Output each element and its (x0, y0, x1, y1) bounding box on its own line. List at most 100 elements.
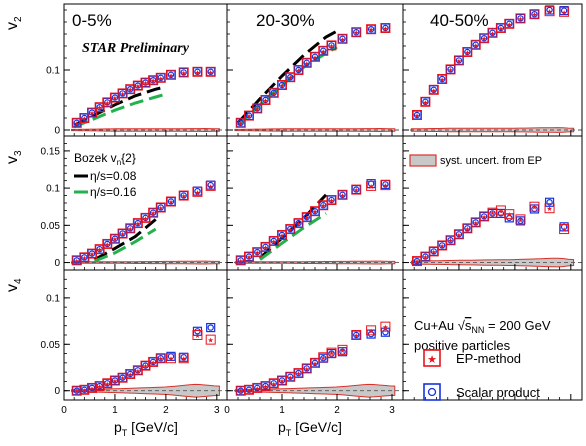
sp-point (142, 79, 149, 86)
ep-point: ★ (238, 257, 244, 265)
ep-syst-box (380, 180, 391, 191)
ep-syst-box (326, 40, 337, 51)
ep-point: ★ (382, 182, 388, 190)
ep-syst-box (260, 95, 271, 105)
ep-syst-box (337, 33, 348, 44)
ep-syst-box (495, 205, 506, 216)
sp-point (287, 73, 294, 81)
sp-point (245, 386, 253, 393)
ep-syst-box (205, 66, 216, 77)
ep-point: ★ (295, 67, 301, 75)
sp-point (472, 41, 479, 49)
sp-point (328, 196, 335, 204)
ep-syst-box (79, 252, 90, 263)
ep-point: ★ (339, 192, 345, 200)
legend-syst-swatch (409, 154, 437, 167)
ep-point: ★ (112, 95, 118, 103)
ep-syst-box (87, 107, 98, 118)
ep-point: ★ (414, 112, 420, 120)
ep-point: ★ (104, 99, 110, 107)
sp-point (262, 243, 269, 251)
sp-point (295, 369, 302, 377)
ep-syst-box (235, 385, 246, 396)
ep-syst-box (479, 33, 490, 44)
sp-point (237, 387, 244, 394)
syst-band-r1-c2 (410, 257, 575, 268)
y-tick-label: 0.1 (46, 66, 60, 77)
ep-point: ★ (104, 241, 110, 249)
ep-point: ★ (498, 25, 504, 33)
sp-point (96, 103, 103, 111)
ep-point: ★ (208, 337, 214, 345)
preliminary-label: STAR Preliminary (82, 41, 190, 56)
ep-syst-box (165, 353, 176, 364)
ep-point: ★ (339, 347, 345, 355)
sp-point (367, 330, 375, 338)
sp-point (207, 68, 214, 76)
ep-syst-box (366, 24, 377, 35)
x-tick-label: 3 (214, 405, 220, 416)
sp-point (382, 24, 389, 32)
ep-syst-box (462, 47, 473, 57)
sp-point (96, 382, 103, 390)
ep-point: ★ (531, 204, 537, 212)
sp-point (320, 47, 327, 55)
ep-point: ★ (464, 49, 470, 57)
sp-point (480, 213, 488, 220)
ep-syst-box (559, 6, 570, 17)
ep-point: ★ (181, 69, 187, 77)
sp-point (111, 94, 119, 101)
ep-point: ★ (262, 97, 268, 105)
ep-syst-box (132, 218, 143, 229)
ep-syst-box (192, 330, 203, 340)
ep-point: ★ (119, 375, 125, 383)
sp-point (157, 355, 164, 362)
ep-point: ★ (97, 104, 103, 112)
ep-point: ★ (97, 246, 103, 254)
sp-point (472, 219, 479, 226)
sp-point (270, 89, 277, 97)
ep-syst-box (529, 201, 540, 212)
sp-point (353, 331, 360, 339)
panel-frame-r2-c1 (226, 269, 404, 401)
ep-point: ★ (439, 242, 445, 250)
ep-syst-box (504, 209, 515, 220)
ep-syst-box (79, 113, 90, 123)
ep-syst-box (366, 180, 377, 191)
ep-point: ★ (208, 183, 214, 191)
x-label-col0: pT [GeV/c] (114, 419, 178, 438)
ep-syst-box (479, 211, 490, 222)
sp-point (311, 53, 319, 61)
sp-point (167, 71, 175, 79)
ep-syst-box (285, 371, 296, 382)
ep-syst-box (260, 241, 271, 252)
sp-point (194, 187, 201, 195)
ep-point: ★ (456, 57, 462, 65)
ep-syst-box (277, 375, 287, 386)
ep-point: ★ (506, 211, 512, 219)
ep-syst-box (301, 212, 312, 223)
sp-point (149, 76, 157, 84)
sp-point (134, 219, 142, 227)
y-label-v4: v4 (4, 278, 24, 292)
sp-point (111, 235, 119, 242)
ep-point: ★ (104, 380, 110, 388)
ep-point: ★ (150, 77, 156, 85)
model-curve-eta-008-r0-c1 (236, 29, 338, 124)
sp-point (295, 219, 302, 227)
ep-syst-box (293, 65, 304, 75)
sp-point (497, 210, 505, 217)
ep-point: ★ (287, 226, 293, 234)
sp-point (287, 373, 294, 380)
legend-label-eta-008: η/s=0.08 (90, 169, 137, 183)
ep-point: ★ (81, 254, 87, 262)
sp-point (96, 245, 103, 253)
ep-point: ★ (262, 383, 268, 391)
ep-point: ★ (158, 355, 164, 363)
ep-syst-box (326, 195, 337, 206)
ep-syst-box (445, 64, 456, 75)
ep-syst-box (155, 72, 166, 83)
legend-ep-marker (423, 349, 441, 367)
sp-point (447, 237, 454, 244)
ep-point: ★ (287, 374, 293, 382)
